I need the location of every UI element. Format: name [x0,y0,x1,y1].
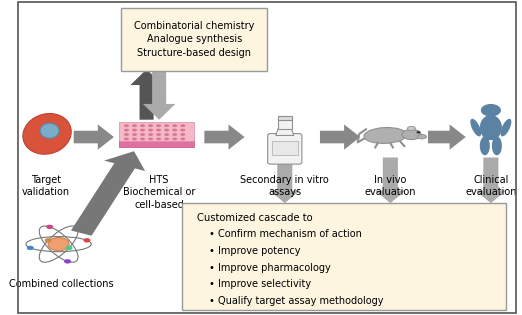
Ellipse shape [132,129,137,131]
Text: • Confirm mechanism of action: • Confirm mechanism of action [209,229,362,239]
Ellipse shape [164,124,169,127]
Ellipse shape [164,133,169,136]
FancyBboxPatch shape [272,141,298,155]
Polygon shape [320,124,360,150]
FancyBboxPatch shape [268,134,302,164]
Text: Clinical
evaluation: Clinical evaluation [465,175,517,197]
Polygon shape [143,69,175,120]
Ellipse shape [156,137,161,140]
Polygon shape [205,124,245,150]
Ellipse shape [364,128,407,143]
Text: Customized cascade to: Customized cascade to [197,213,313,223]
Ellipse shape [408,126,416,131]
Ellipse shape [172,137,177,140]
Ellipse shape [48,238,69,251]
Ellipse shape [470,119,481,136]
Ellipse shape [180,133,185,136]
Circle shape [64,259,71,264]
FancyBboxPatch shape [278,118,292,129]
Circle shape [45,238,52,243]
Ellipse shape [40,123,59,138]
Polygon shape [428,124,466,150]
Text: • Improve pharmacology: • Improve pharmacology [209,263,331,273]
Ellipse shape [140,124,145,127]
Ellipse shape [140,129,145,131]
FancyBboxPatch shape [120,122,194,141]
Polygon shape [130,69,163,120]
Circle shape [481,104,501,117]
Ellipse shape [480,136,490,155]
Ellipse shape [124,137,129,140]
Polygon shape [375,158,406,203]
Circle shape [417,131,421,134]
Ellipse shape [148,124,153,127]
Ellipse shape [164,137,169,140]
Polygon shape [476,158,506,203]
Text: • Qualify target assay methodology: • Qualify target assay methodology [209,296,384,306]
Ellipse shape [492,136,502,155]
Ellipse shape [180,124,185,127]
Ellipse shape [124,133,129,136]
Polygon shape [276,128,294,135]
Circle shape [46,225,53,229]
Circle shape [66,246,73,250]
Ellipse shape [148,137,153,140]
Ellipse shape [418,135,426,139]
Ellipse shape [140,137,145,140]
Ellipse shape [124,124,129,127]
Ellipse shape [23,113,71,154]
Text: In vivo
evaluation: In vivo evaluation [364,175,416,197]
Text: Combined collections: Combined collections [9,279,113,289]
Ellipse shape [132,124,137,127]
Ellipse shape [501,119,512,136]
Text: HTS
Biochemical or
cell-based: HTS Biochemical or cell-based [123,175,195,209]
Text: • Improve selectivity: • Improve selectivity [209,279,312,289]
Polygon shape [71,151,145,236]
Polygon shape [270,158,300,203]
FancyBboxPatch shape [182,203,506,310]
Text: Secondary in vitro
assays: Secondary in vitro assays [241,175,329,197]
Ellipse shape [402,129,421,140]
FancyBboxPatch shape [120,140,194,147]
Text: • Improve potency: • Improve potency [209,246,301,256]
Ellipse shape [164,129,169,131]
Ellipse shape [180,137,185,140]
FancyBboxPatch shape [278,116,292,120]
Ellipse shape [480,115,502,140]
Ellipse shape [172,129,177,131]
Polygon shape [74,124,114,150]
Circle shape [27,246,34,250]
Ellipse shape [156,129,161,131]
Ellipse shape [124,129,129,131]
Ellipse shape [156,133,161,136]
FancyBboxPatch shape [122,8,267,71]
Ellipse shape [148,133,153,136]
Ellipse shape [172,133,177,136]
Ellipse shape [132,137,137,140]
Ellipse shape [156,124,161,127]
Text: Target
validation: Target validation [22,175,70,197]
Ellipse shape [180,129,185,131]
Ellipse shape [148,129,153,131]
Circle shape [84,238,90,243]
Ellipse shape [140,133,145,136]
Ellipse shape [172,124,177,127]
Ellipse shape [132,133,137,136]
Text: Combinatorial chemistry
Analogue synthesis
Structure-based design: Combinatorial chemistry Analogue synthes… [134,21,255,58]
